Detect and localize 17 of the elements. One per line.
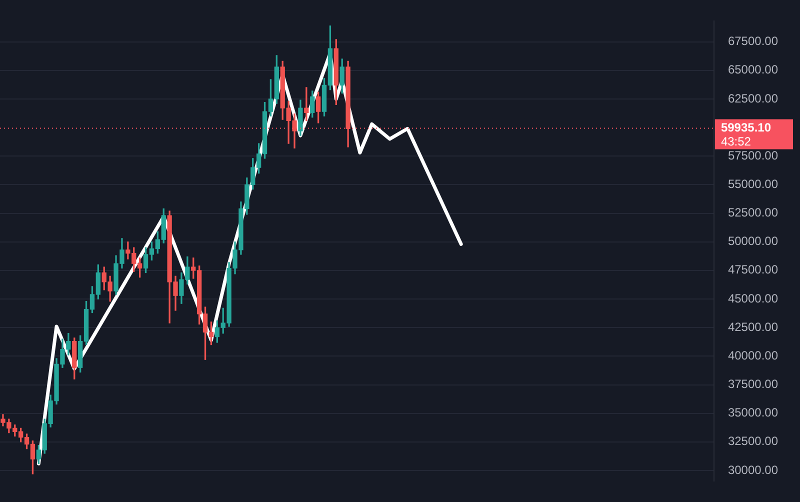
y-tick-label: 32500.00 <box>728 434 778 448</box>
y-tick-label: 62500.00 <box>728 91 778 106</box>
y-tick-label: 47500.00 <box>728 262 778 277</box>
y-tick-label: 30000.00 <box>728 462 778 477</box>
y-tick-label: 45000.00 <box>728 291 778 306</box>
y-tick-label: 67500.00 <box>728 34 778 48</box>
y-tick-label: 52500.00 <box>728 206 778 220</box>
y-tick-label: 65000.00 <box>728 62 778 77</box>
y-tick-label: 40000.00 <box>728 348 778 362</box>
y-tick-label: 35000.00 <box>728 406 778 420</box>
text: 43:52 <box>720 134 752 149</box>
y-tick-label: 37500.00 <box>728 377 778 392</box>
ref-line-label: 59935.10 <box>720 120 772 135</box>
y-tick-label: 42500.00 <box>728 320 778 334</box>
y-tick-label: 57500.00 <box>728 148 778 162</box>
y-tick-label: 50000.00 <box>728 234 778 248</box>
y-tick-label: 55000.00 <box>728 177 778 191</box>
